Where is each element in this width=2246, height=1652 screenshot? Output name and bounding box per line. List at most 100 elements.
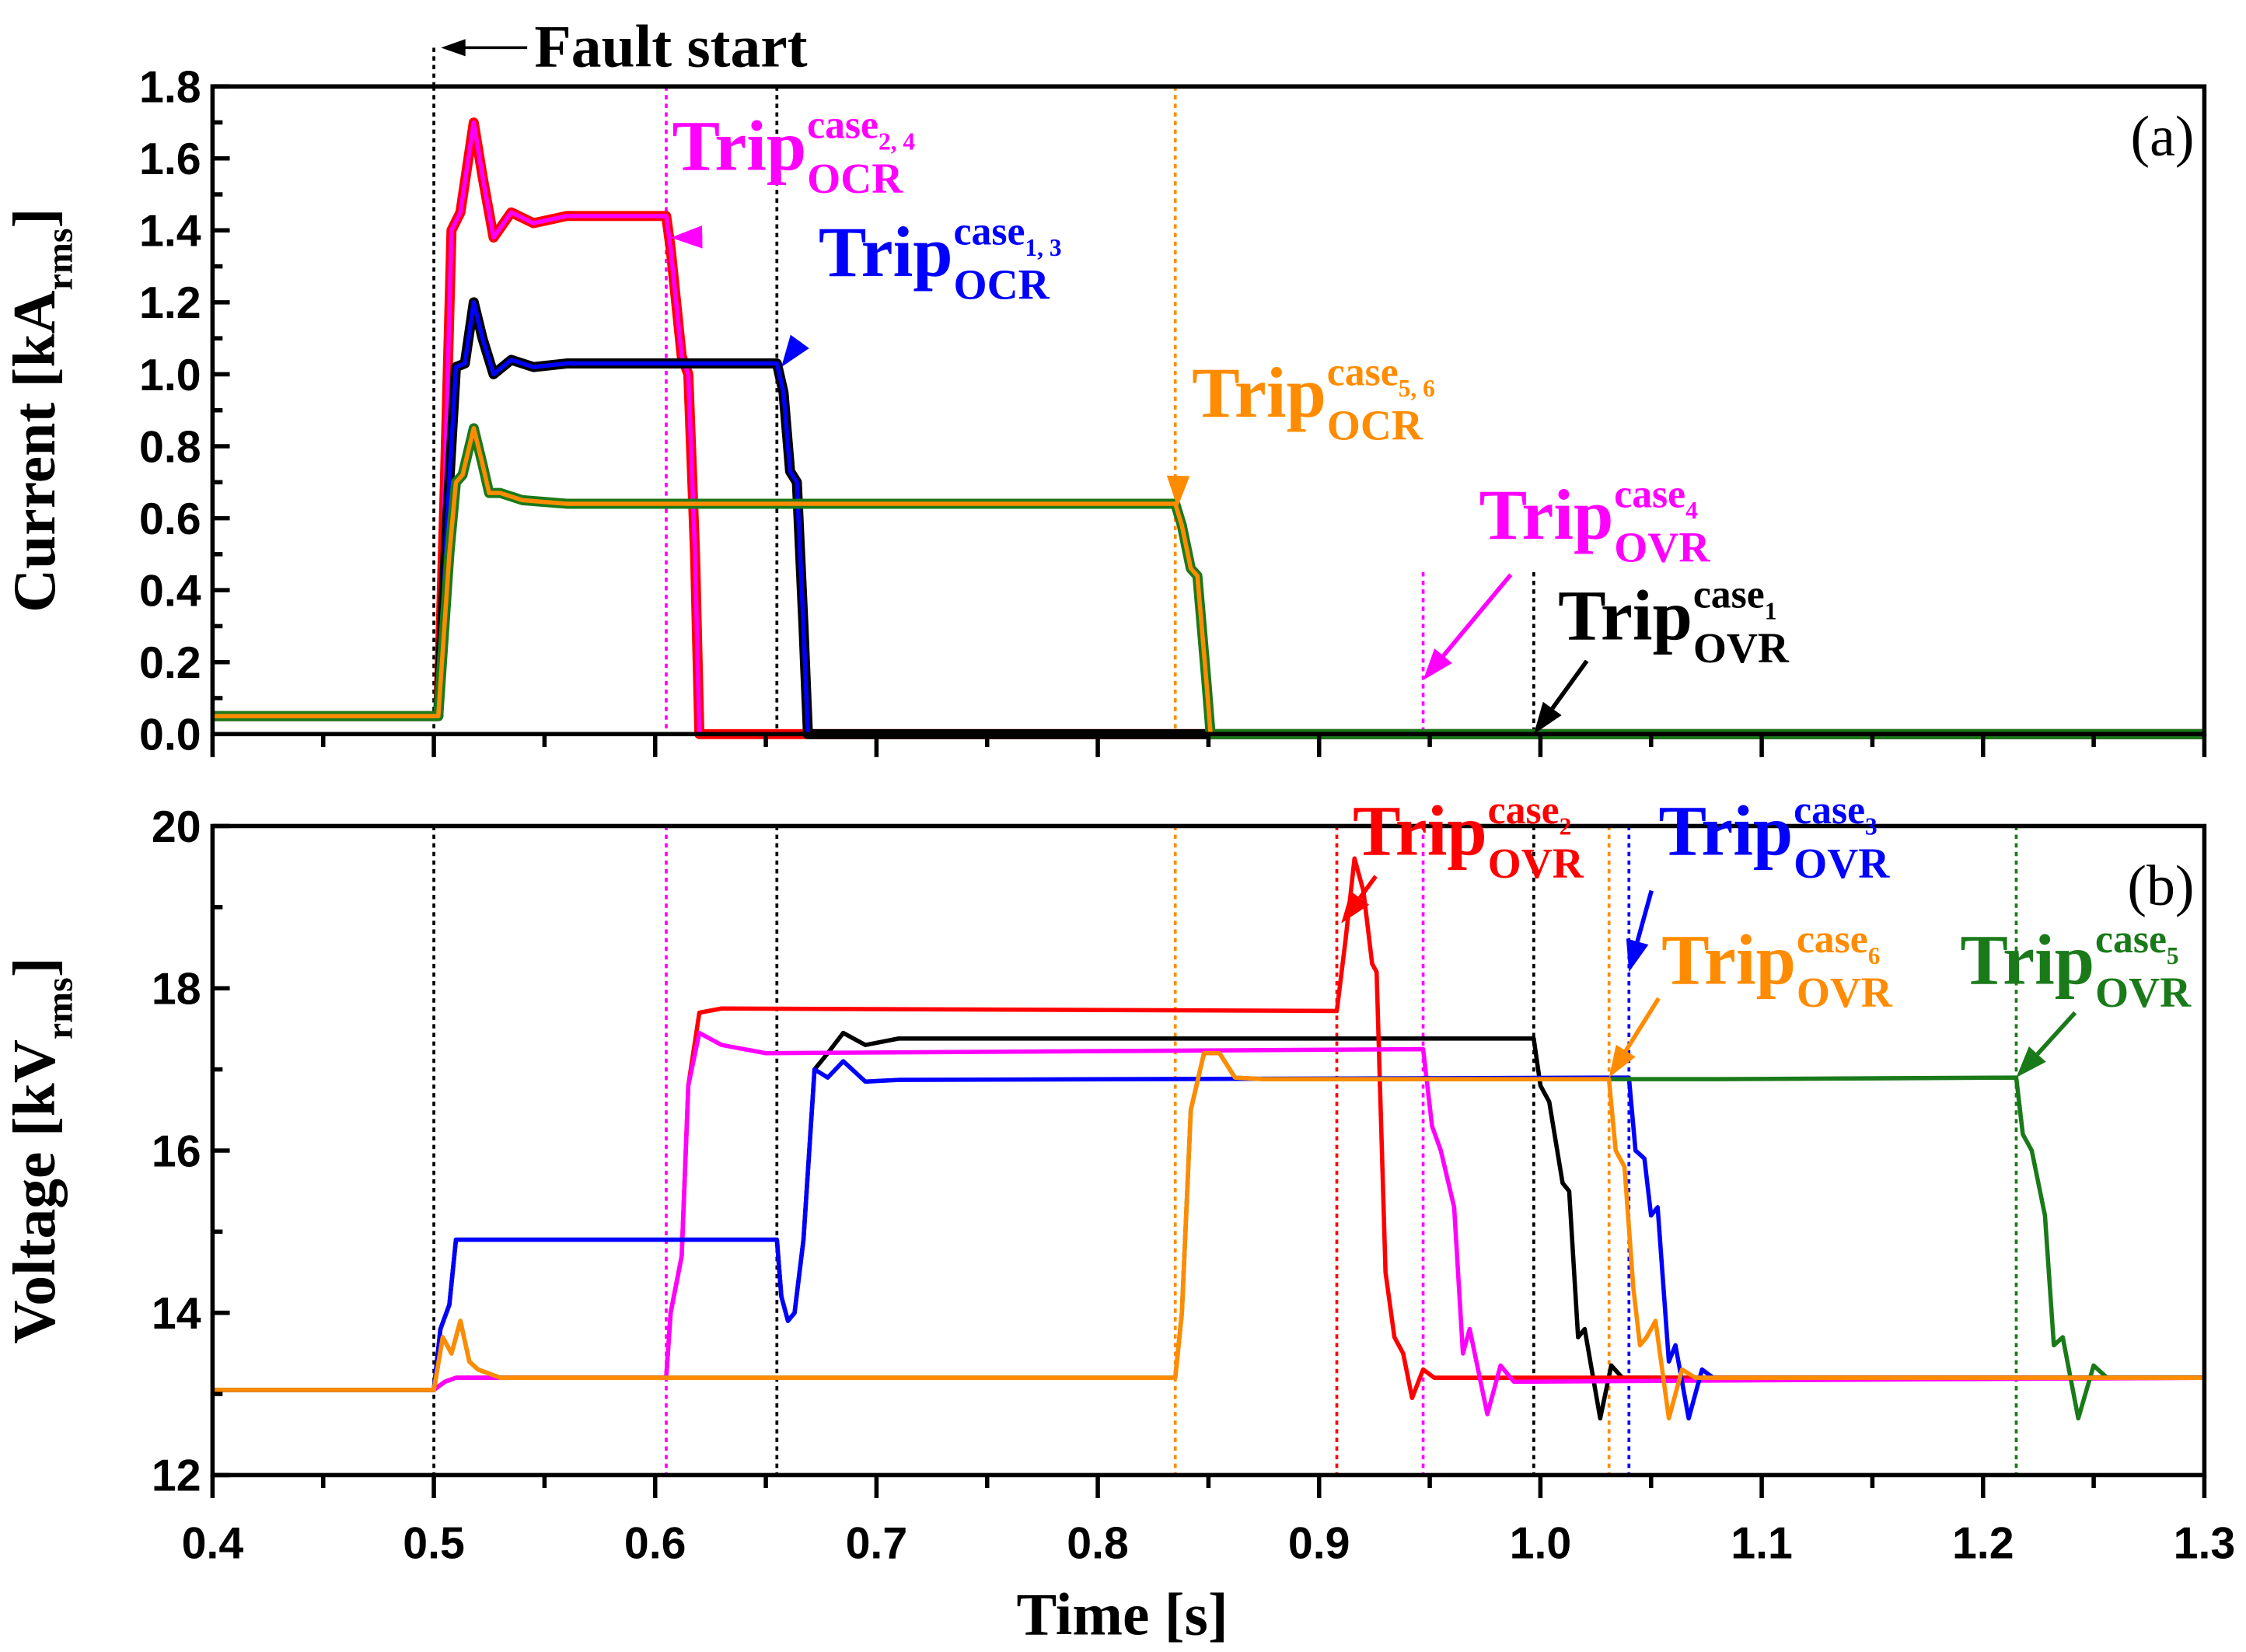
trip-label-sup: case6: [1797, 917, 1881, 969]
series-line: [212, 426, 2205, 737]
trip-label-sup: case4: [1614, 472, 1698, 524]
series-line: [212, 1050, 2205, 1421]
trip-label-sup: case5, 6: [1327, 350, 1435, 402]
arrow-head: [1166, 475, 1190, 508]
x-tick-label: 1.3: [2174, 1519, 2236, 1569]
x-tick-label: 0.4: [182, 1519, 244, 1569]
trip-label-sup-sub: 4: [1685, 497, 1698, 524]
trip-label-sup-text: case: [807, 103, 878, 148]
trip-label-sub: OVR: [1797, 969, 1893, 1016]
y-tick-label: 16: [152, 1126, 201, 1176]
arrow-shaft: [1441, 573, 1513, 658]
y-tick-label: 0.6: [139, 494, 201, 544]
x-tick-label: 1.2: [1952, 1519, 2014, 1569]
y-tick-label: 0.2: [139, 638, 201, 688]
arrow-head: [1423, 648, 1452, 680]
y-tick-label: 1.0: [139, 351, 201, 400]
y-tick-label: 0.0: [139, 711, 201, 760]
trip-label-main: Trip: [1558, 575, 1692, 655]
trip-label: Trip: [1353, 791, 1487, 870]
y-tick-label: 1.4: [139, 207, 201, 257]
series-line: [212, 856, 2205, 1401]
arrow-head: [781, 334, 809, 368]
trip-label-sup-text: case: [1797, 917, 1868, 962]
trip-label-sup-text: case: [1614, 472, 1685, 516]
y-axis-title: Current [kArms]: [1, 208, 80, 613]
arrow-head: [1626, 938, 1649, 973]
trip-label: Trip: [1659, 791, 1794, 870]
series-line: [212, 1050, 2205, 1421]
panel-a: 0.0 0.2 0.4 0.6 0.8 1.0 1.2 1.4 1.6 1.8 Current [k…: [1, 12, 2207, 760]
arrow-shaft: [1635, 889, 1654, 942]
y-tick-label: 14: [152, 1289, 201, 1339]
arrow-head: [1341, 891, 1370, 924]
trip-label-main: Trip: [1192, 353, 1326, 432]
trip-label-sup-text: case: [2095, 917, 2167, 962]
trip-label: Trip: [1661, 920, 1796, 1000]
trip-label-sup-text: case: [1693, 573, 1765, 617]
arrow-head: [2016, 1046, 2046, 1078]
arrow-shaft: [1357, 875, 1378, 899]
y-axis-title-end: ]: [1, 208, 68, 229]
y-axis-title-text: Voltage [kV: [1, 1039, 68, 1344]
series-line: [212, 120, 2205, 737]
x-tick-label: 0.6: [624, 1519, 686, 1569]
fault-start-arrow-head: [441, 39, 466, 57]
y-axis-title-end: ]: [1, 957, 68, 977]
trip-label-sup-sub: 2, 4: [878, 127, 915, 155]
trip-label-sup-sub: 3: [1865, 813, 1877, 840]
trip-label-sup-text: case: [1327, 350, 1399, 394]
trip-label-main: Trip: [1960, 920, 2094, 1000]
y-axis-title-text: Current [kA: [1, 290, 68, 612]
series-line: [212, 1030, 2205, 1416]
trip-label-main: Trip: [1479, 475, 1614, 554]
trip-label: Trip: [1960, 920, 2094, 1000]
x-tick-label: 1.0: [1510, 1519, 1572, 1569]
trip-label: Trip: [819, 212, 953, 292]
trip-label-sub: OVR: [1488, 840, 1584, 887]
arrow-shaft: [2035, 1011, 2077, 1056]
trip-label-sub: OVR: [2095, 969, 2192, 1016]
y-tick-label: 0.4: [139, 566, 201, 616]
trip-label-sub: OCR: [1327, 402, 1423, 449]
trip-label-main: Trip: [819, 212, 953, 292]
trip-label-sup: case1, 3: [954, 209, 1062, 261]
trip-label-sup-text: case: [1488, 788, 1560, 833]
trip-label-sup: case2, 4: [807, 103, 915, 155]
panel-b: 12 14 16 18 20 0.4 0.5 0.6 0.7 0.8 0.9 1.0 1.1 1.2 1.3…: [1, 788, 2235, 1648]
y-axis-title: Voltage [kVrms]: [1, 957, 80, 1343]
y-tick-label: 1.2: [139, 278, 201, 328]
x-tick-label: 1.1: [1731, 1519, 1793, 1569]
x-tick-label: 0.7: [846, 1519, 908, 1569]
trip-label-sup-sub: 5: [2167, 942, 2179, 969]
fault-start-label: Fault start: [534, 12, 807, 79]
trip-label-sub: OVR: [1693, 624, 1790, 672]
trip-label-sub: OVR: [1794, 840, 1890, 887]
trip-label-sup: case3: [1794, 788, 1877, 840]
trip-label: Trip: [1558, 575, 1692, 655]
y-tick-label: 1.6: [139, 134, 201, 184]
trip-label-sup-sub: 6: [1868, 942, 1881, 969]
trip-label-sub: OCR: [807, 155, 903, 202]
x-tick-label: 0.5: [403, 1519, 465, 1569]
trip-label-sup-sub: 1, 3: [1025, 234, 1061, 261]
trip-label: Trip: [1479, 475, 1614, 554]
x-tick-label: 0.8: [1067, 1519, 1129, 1569]
arrow-shaft: [1623, 997, 1661, 1053]
trip-label: Trip: [672, 106, 806, 185]
trip-label-sub: OCR: [954, 261, 1050, 309]
trip-label-sup: case2: [1488, 788, 1572, 840]
arrow-head: [1609, 1044, 1636, 1078]
trip-label-main: Trip: [1353, 791, 1487, 870]
arrow-head: [670, 225, 703, 249]
y-tick-label: 20: [152, 802, 201, 852]
trip-label-sup-sub: 1: [1765, 598, 1777, 625]
